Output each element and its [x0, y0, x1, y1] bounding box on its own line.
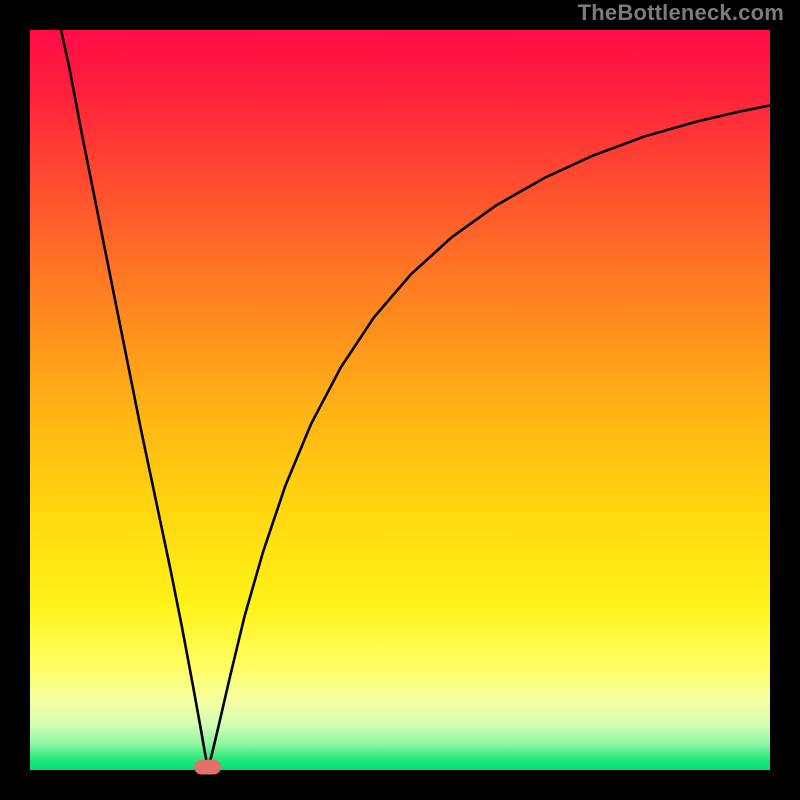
plot-background-gradient [30, 30, 770, 770]
watermark-text: TheBottleneck.com [578, 0, 784, 26]
figure-stage: TheBottleneck.com [0, 0, 800, 800]
optimal-point-marker [194, 760, 221, 775]
bottleneck-curve-chart [0, 0, 800, 800]
